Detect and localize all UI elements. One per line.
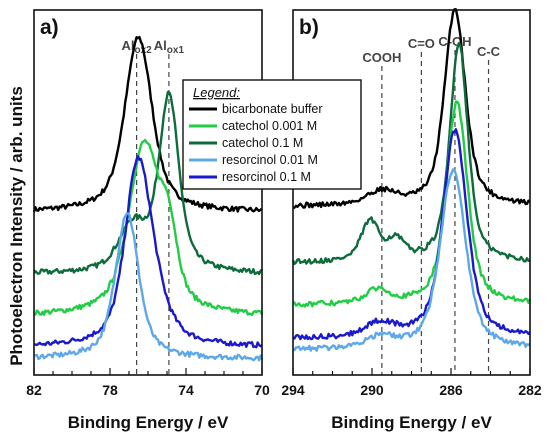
x-axis-title: Binding Energy / eV xyxy=(68,413,229,432)
legend-entry-label: bicarbonate buffer xyxy=(222,102,323,116)
y-axis-title: Photoelectron Intensity / arb. units xyxy=(7,86,26,366)
series-line xyxy=(292,168,531,352)
series-line xyxy=(33,212,264,362)
legend-entry-label: resorcinol 0.01 M xyxy=(222,153,318,167)
x-tick-label: 74 xyxy=(178,382,194,398)
panel-label: b) xyxy=(299,16,319,39)
x-tick-label: 294 xyxy=(281,382,305,398)
x-tick-label: 290 xyxy=(360,382,384,398)
legend-entry-label: catechol 0.001 M xyxy=(222,119,317,133)
reference-line-label: C=O xyxy=(408,36,435,51)
legend-box xyxy=(182,79,362,190)
x-tick-label: 282 xyxy=(518,382,542,398)
legend-title: Legend: xyxy=(193,85,240,100)
reference-line-label: COOH xyxy=(362,50,401,65)
legend: Legend: bicarbonate buffer catechol 0.001 … xyxy=(182,79,362,190)
x-axis-title: Binding Energy / eV xyxy=(331,413,492,432)
series-line xyxy=(33,155,263,349)
series-line xyxy=(292,100,532,308)
series-line xyxy=(292,128,531,341)
x-tick-label: 286 xyxy=(439,382,463,398)
legend-entry-label: resorcinol 0.1 M xyxy=(222,170,311,184)
reference-line-label: C-OH xyxy=(438,34,471,49)
reference-line-label: Alox1 xyxy=(154,38,185,56)
x-tick-label: 78 xyxy=(102,382,118,398)
x-tick-label: 82 xyxy=(26,382,42,398)
x-tick-label: 70 xyxy=(254,382,270,398)
series-line xyxy=(291,42,531,265)
reference-line-label: C-C xyxy=(477,44,501,59)
series-line xyxy=(33,138,264,317)
panel-label: a) xyxy=(40,16,59,39)
panel-b: COOH C=O C-OH C-C 294 290 286 282 Binding Energy… xyxy=(281,8,542,432)
series-line xyxy=(292,8,531,210)
legend-entry-label: catechol 0.1 M xyxy=(222,136,303,150)
series-line xyxy=(33,90,263,276)
series-line xyxy=(32,35,263,213)
